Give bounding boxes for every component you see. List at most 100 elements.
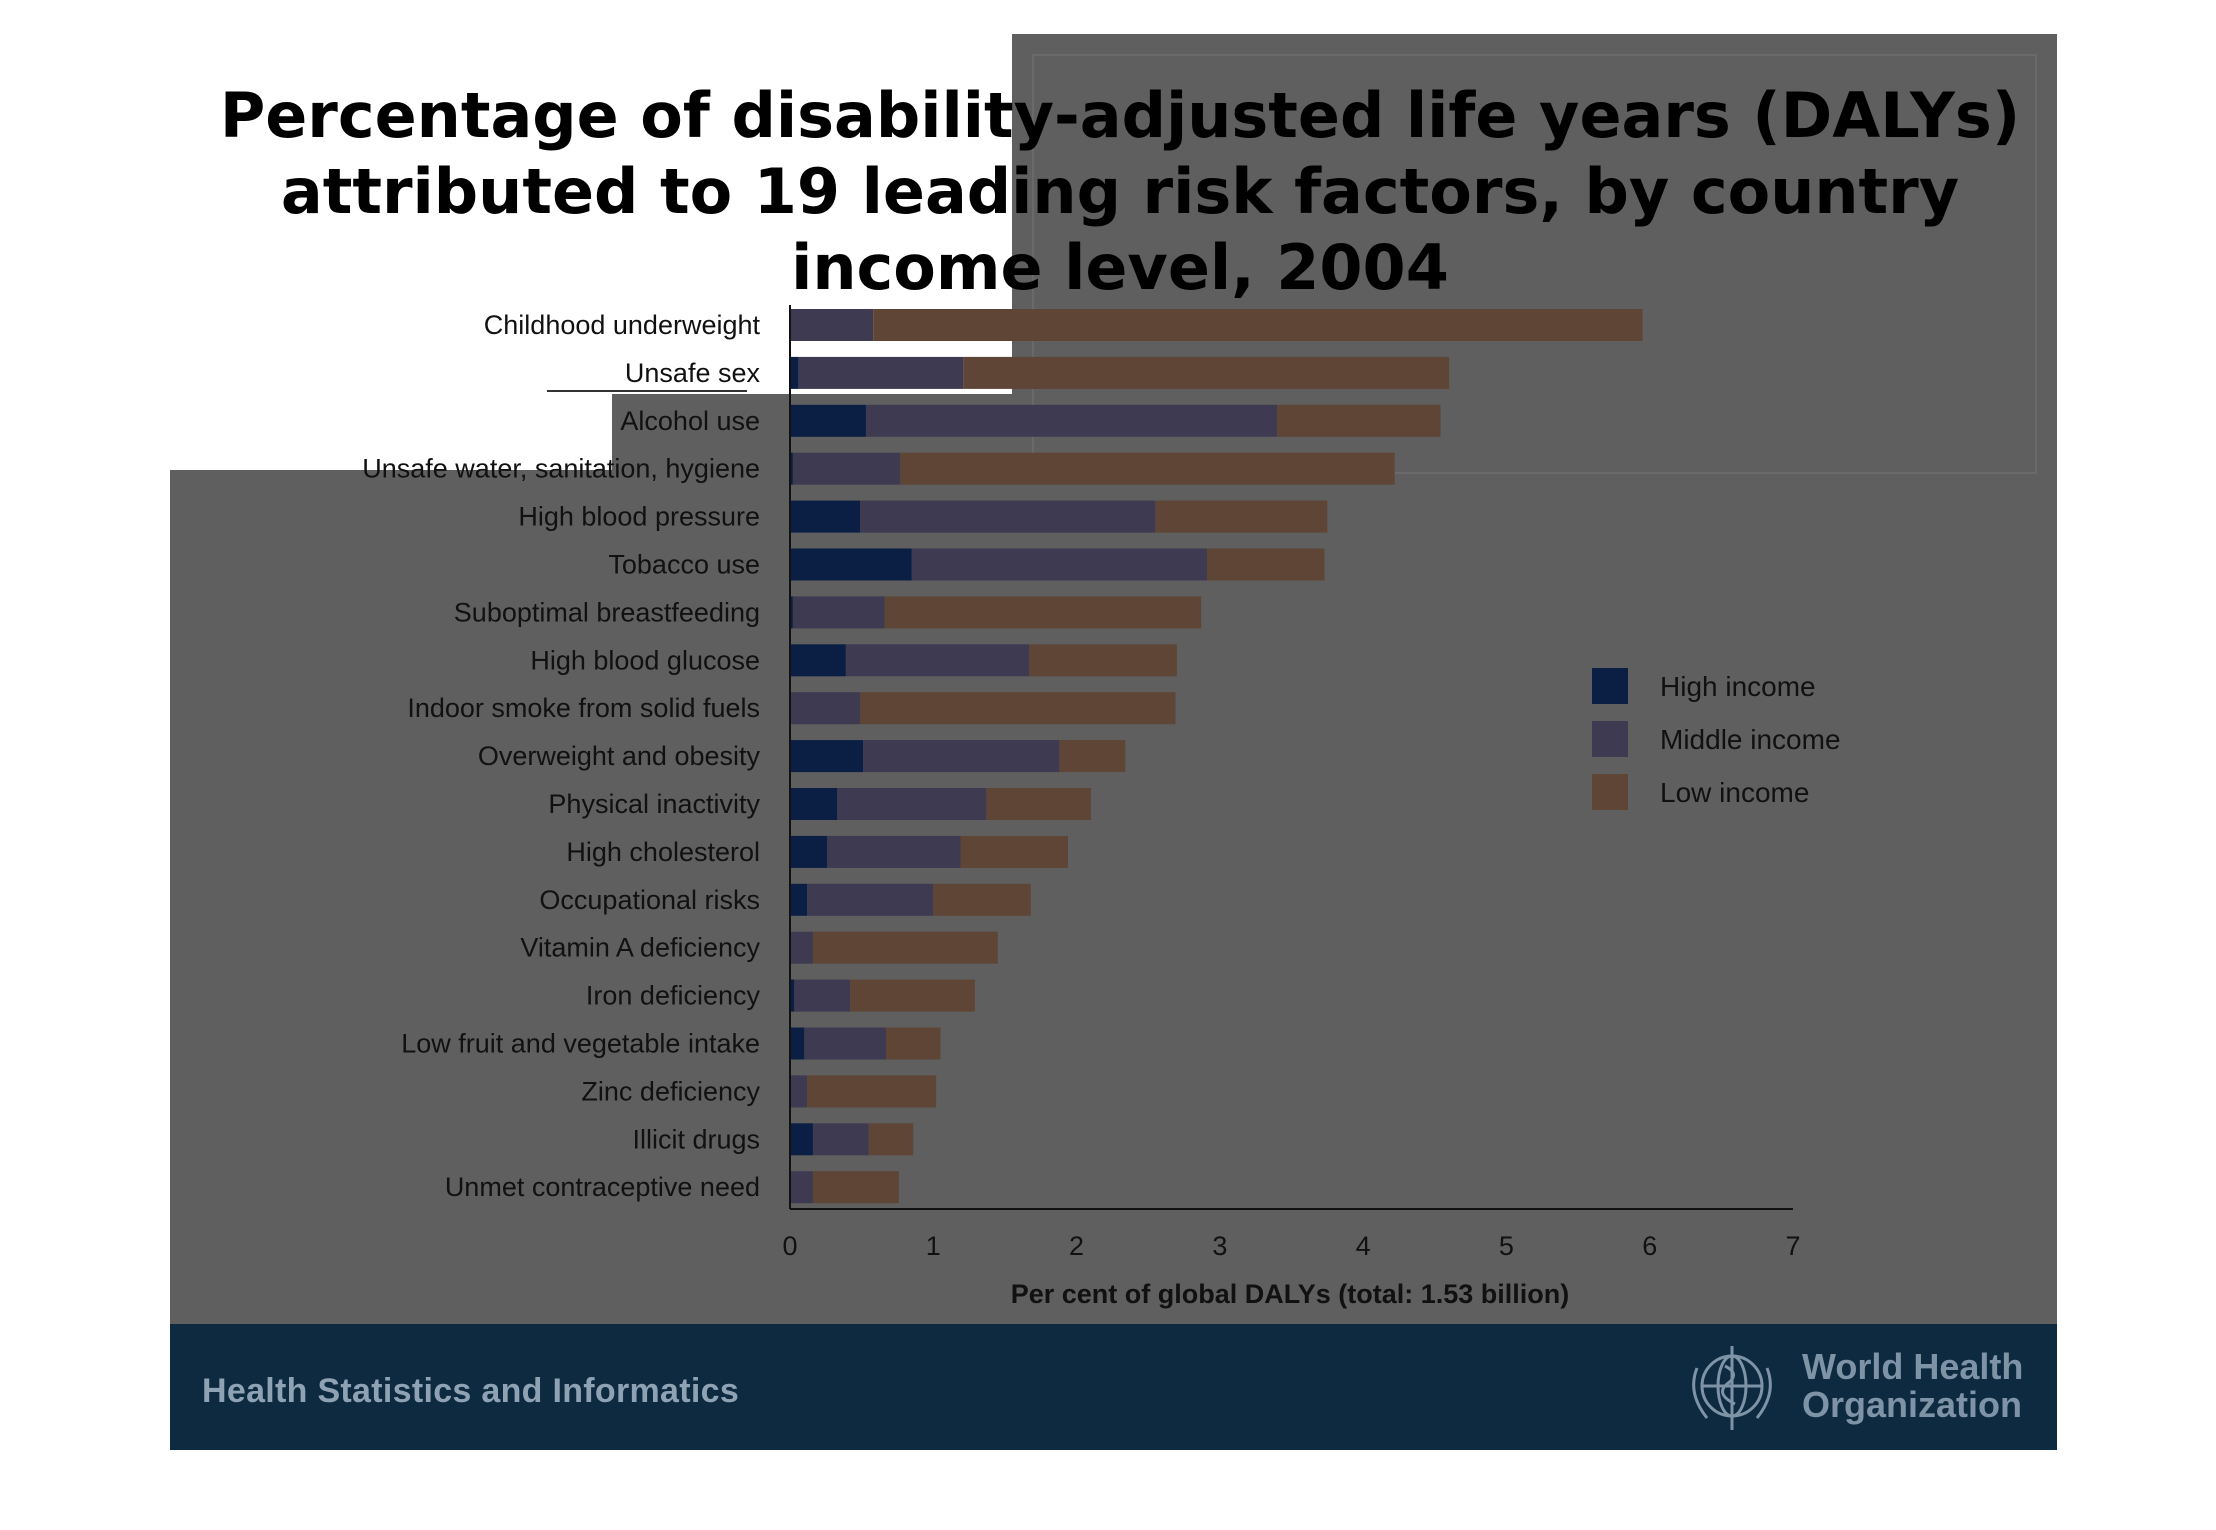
legend-label: Low income	[1660, 777, 1809, 808]
category-label: Vitamin A deficiency	[520, 933, 760, 963]
category-label: Iron deficiency	[586, 981, 761, 1011]
who-name: World Health Organization	[1802, 1348, 2023, 1424]
category-label: Physical inactivity	[548, 789, 760, 819]
bar-segment-middle-income	[845, 644, 1030, 677]
x-tick-label: 6	[1642, 1231, 1657, 1261]
bar-segment-high-income	[790, 452, 793, 485]
bar-segment-middle-income	[827, 835, 961, 868]
bar-segment-low-income	[884, 596, 1202, 629]
bar-segment-middle-income	[863, 740, 1060, 773]
x-tick-label: 0	[782, 1231, 797, 1261]
x-tick-label: 4	[1356, 1231, 1371, 1261]
bar-segment-high-income	[790, 740, 864, 773]
legend-label: Middle income	[1660, 724, 1841, 755]
bar-segment-middle-income	[812, 1123, 869, 1156]
bar-segment-low-income	[850, 979, 975, 1012]
x-tick-label: 2	[1069, 1231, 1084, 1261]
bar-segment-middle-income	[804, 1027, 887, 1060]
bar-segment-low-income	[1059, 740, 1126, 773]
category-label: Childhood underweight	[484, 310, 761, 340]
bar-segment-low-income	[986, 788, 1091, 820]
bar-segment-low-income	[860, 692, 1176, 725]
bar-segment-low-income	[873, 309, 1643, 341]
bar-segment-low-income	[960, 835, 1068, 868]
bar-segment-low-income	[886, 1027, 941, 1060]
slide-frame	[1032, 54, 2037, 474]
category-label: Unsafe water, sanitation, hygiene	[362, 454, 760, 484]
bar-segment-middle-income	[790, 1075, 808, 1108]
category-label: Unsafe sex	[625, 358, 761, 388]
x-tick-label: 7	[1785, 1231, 1800, 1261]
category-label: Zinc deficiency	[581, 1076, 760, 1106]
x-tick-label: 3	[1212, 1231, 1227, 1261]
bar-segment-middle-income	[792, 452, 901, 485]
bar-segment-low-income	[868, 1123, 914, 1156]
bar-segment-high-income	[790, 500, 861, 533]
bar-segment-high-income	[790, 644, 846, 677]
category-label: Occupational risks	[539, 885, 760, 915]
bar-segment-high-income	[790, 596, 793, 629]
bar-segment-middle-income	[790, 1171, 813, 1204]
category-label: High cholesterol	[566, 837, 760, 867]
x-tick-label: 1	[926, 1231, 941, 1261]
bar-segment-high-income	[790, 788, 838, 820]
title-line-2: attributed to 19 leading risk factors, b…	[280, 155, 1960, 228]
bar-segment-high-income	[790, 979, 795, 1012]
category-label: Tobacco use	[608, 550, 760, 580]
title-line-1: Percentage of disability-adjusted life y…	[219, 79, 2021, 152]
bar-segment-low-income	[900, 452, 1395, 485]
bar-segment-middle-income	[865, 404, 1278, 437]
bar-segment-middle-income	[790, 931, 813, 964]
bar-segment-high-income	[790, 1027, 805, 1060]
chart-title: Percentage of disability-adjusted life y…	[200, 78, 2040, 306]
title-line-3: income level, 2004	[791, 231, 1449, 304]
bar-segment-high-income	[790, 1123, 813, 1156]
who-emblem-icon	[1692, 1346, 1772, 1430]
bar-segment-high-income	[790, 883, 808, 916]
bar-segment-low-income	[1277, 404, 1441, 437]
category-label: Alcohol use	[620, 406, 760, 436]
bar-segment-low-income	[812, 1171, 899, 1204]
legend-swatch	[1592, 774, 1628, 810]
legend-label: High income	[1660, 671, 1816, 702]
category-label: Overweight and obesity	[478, 741, 761, 771]
bar-segment-middle-income	[911, 548, 1207, 581]
slide-background-top	[1012, 34, 2057, 474]
bar-segment-low-income	[963, 356, 1450, 389]
bar-segment-low-income	[807, 1075, 937, 1108]
bar-segment-high-income	[790, 835, 828, 868]
bar-segment-middle-income	[807, 883, 934, 916]
bar-segment-middle-income	[798, 356, 964, 389]
x-tick-label: 5	[1499, 1231, 1514, 1261]
category-label: High blood pressure	[518, 502, 760, 532]
bar-segment-low-income	[933, 883, 1031, 916]
bar-segment-middle-income	[790, 309, 874, 341]
who-name-line-2: Organization	[1802, 1384, 2023, 1425]
category-label: Indoor smoke from solid fuels	[407, 693, 760, 723]
bar-segment-high-income	[790, 404, 866, 437]
legend-swatch	[1592, 668, 1628, 704]
category-label: Low fruit and vegetable intake	[401, 1029, 760, 1059]
bar-segment-high-income	[790, 356, 799, 389]
bar-segment-middle-income	[792, 596, 885, 629]
bar-segment-middle-income	[837, 788, 987, 820]
bar-segment-middle-income	[790, 692, 861, 725]
bar-segment-low-income	[1029, 644, 1177, 677]
category-label: Suboptimal breastfeeding	[454, 597, 760, 627]
bar-segment-high-income	[790, 548, 912, 581]
bar-segment-middle-income	[860, 500, 1156, 533]
category-label: Illicit drugs	[632, 1124, 760, 1154]
footer-text: Health Statistics and Informatics	[202, 1372, 740, 1410]
bar-segment-low-income	[1155, 500, 1328, 533]
bar-segment-low-income	[812, 931, 998, 964]
legend-swatch	[1592, 721, 1628, 757]
bar-segment-low-income	[1206, 548, 1325, 581]
footer-bar: Health Statistics and Informatics World …	[170, 1324, 2057, 1450]
underline-mark	[547, 390, 747, 392]
who-name-line-1: World Health	[1802, 1346, 2024, 1387]
x-axis-label: Per cent of global DALYs (total: 1.53 bi…	[1011, 1279, 1570, 1309]
white-strip	[790, 340, 985, 358]
category-label: Unmet contraceptive need	[445, 1172, 760, 1202]
bar-segment-middle-income	[794, 979, 851, 1012]
